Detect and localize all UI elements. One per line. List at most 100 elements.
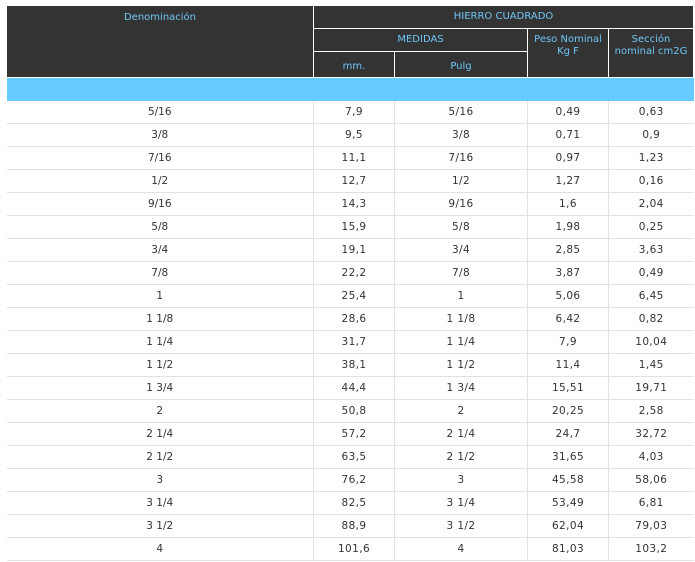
cell-pulg: 5/16 bbox=[394, 101, 528, 124]
cell-denominacion: 2 1/2 bbox=[6, 445, 314, 469]
table-row: 7/16 11,1 7/16 0,97 1,23 bbox=[6, 146, 694, 170]
cell-mm: 76,2 bbox=[313, 468, 395, 492]
table-row: 3 1/2 88,9 3 1/2 62,04 79,03 bbox=[6, 514, 694, 538]
cell-seccion: 103,2 bbox=[607, 537, 694, 561]
cell-denominacion: 5/8 bbox=[6, 215, 314, 239]
header-denominacion: Denominación bbox=[6, 5, 314, 78]
cell-peso: 1,6 bbox=[527, 192, 609, 216]
cell-mm: 11,1 bbox=[313, 146, 395, 170]
cell-seccion: 6,81 bbox=[607, 491, 694, 515]
header-separator-band bbox=[6, 77, 694, 101]
cell-peso: 6,42 bbox=[527, 307, 609, 331]
cell-peso: 0,97 bbox=[527, 146, 609, 170]
cell-peso: 11,4 bbox=[527, 353, 609, 377]
cell-pulg: 3/8 bbox=[394, 123, 528, 147]
cell-mm: 12,7 bbox=[313, 169, 395, 193]
table-row: 2 50,8 2 20,25 2,58 bbox=[6, 399, 694, 423]
cell-mm: 9,5 bbox=[313, 123, 395, 147]
cell-peso: 1,27 bbox=[527, 169, 609, 193]
cell-denominacion: 2 1/4 bbox=[6, 422, 314, 446]
cell-denominacion: 1 3/4 bbox=[6, 376, 314, 400]
header-pulg: Pulg bbox=[394, 51, 528, 78]
table-row: 1 25,4 1 5,06 6,45 bbox=[6, 284, 694, 308]
cell-seccion: 1,45 bbox=[607, 353, 694, 377]
cell-pulg: 4 bbox=[394, 537, 528, 561]
cell-peso: 1,98 bbox=[527, 215, 609, 239]
cell-peso: 15,51 bbox=[527, 376, 609, 400]
cell-denominacion: 7/8 bbox=[6, 261, 314, 285]
table-row: 4 101,6 4 81,03 103,2 bbox=[6, 537, 694, 561]
cell-denominacion: 3/8 bbox=[6, 123, 314, 147]
cell-pulg: 2 1/4 bbox=[394, 422, 528, 446]
cell-mm: 63,5 bbox=[313, 445, 395, 469]
cell-peso: 2,85 bbox=[527, 238, 609, 262]
header-mm: mm. bbox=[313, 51, 395, 78]
cell-mm: 22,2 bbox=[313, 261, 395, 285]
cell-denominacion: 1 1/4 bbox=[6, 330, 314, 354]
table-header: Denominación HIERRO CUADRADO MEDIDAS Pes… bbox=[6, 5, 695, 101]
cell-seccion: 32,72 bbox=[607, 422, 694, 446]
cell-seccion: 1,23 bbox=[607, 146, 694, 170]
cell-pulg: 3/4 bbox=[394, 238, 528, 262]
cell-mm: 7,9 bbox=[313, 101, 395, 124]
cell-mm: 28,6 bbox=[313, 307, 395, 331]
cell-mm: 25,4 bbox=[313, 284, 395, 308]
cell-peso: 62,04 bbox=[527, 514, 609, 538]
cell-mm: 14,3 bbox=[313, 192, 395, 216]
cell-peso: 45,58 bbox=[527, 468, 609, 492]
cell-peso: 81,03 bbox=[527, 537, 609, 561]
cell-denominacion: 2 bbox=[6, 399, 314, 423]
table-row: 1/2 12,7 1/2 1,27 0,16 bbox=[6, 169, 694, 193]
cell-denominacion: 1 1/2 bbox=[6, 353, 314, 377]
cell-pulg: 2 bbox=[394, 399, 528, 423]
table-row: 3 76,2 3 45,58 58,06 bbox=[6, 468, 694, 492]
cell-seccion: 6,45 bbox=[607, 284, 694, 308]
cell-peso: 0,49 bbox=[527, 101, 609, 124]
cell-peso: 0,71 bbox=[527, 123, 609, 147]
header-group: HIERRO CUADRADO bbox=[312, 5, 695, 29]
cell-mm: 57,2 bbox=[313, 422, 395, 446]
cell-pulg: 1 1/4 bbox=[394, 330, 528, 354]
header-seccion-line2: nominal cm2G bbox=[614, 46, 688, 57]
cell-denominacion: 4 bbox=[6, 537, 314, 561]
table-row: 1 1/8 28,6 1 1/8 6,42 0,82 bbox=[6, 307, 694, 331]
cell-denominacion: 3 1/4 bbox=[6, 491, 314, 515]
cell-peso: 20,25 bbox=[527, 399, 609, 423]
cell-pulg: 1 1/8 bbox=[394, 307, 528, 331]
cell-denominacion: 1 bbox=[6, 284, 314, 308]
cell-seccion: 3,63 bbox=[607, 238, 694, 262]
table-row: 7/8 22,2 7/8 3,87 0,49 bbox=[6, 261, 694, 285]
header-peso-line2: Kg F bbox=[557, 46, 579, 57]
cell-pulg: 2 1/2 bbox=[394, 445, 528, 469]
cell-mm: 88,9 bbox=[313, 514, 395, 538]
table-row: 2 1/2 63,5 2 1/2 31,65 4,03 bbox=[6, 445, 694, 469]
header-peso: Peso Nominal Kg F bbox=[527, 28, 609, 78]
cell-pulg: 1/2 bbox=[394, 169, 528, 193]
cell-pulg: 1 bbox=[394, 284, 528, 308]
table-row: 2 1/4 57,2 2 1/4 24,7 32,72 bbox=[6, 422, 694, 446]
cell-denominacion: 9/16 bbox=[6, 192, 314, 216]
table-row: 3 1/4 82,5 3 1/4 53,49 6,81 bbox=[6, 491, 694, 515]
cell-seccion: 79,03 bbox=[607, 514, 694, 538]
cell-pulg: 9/16 bbox=[394, 192, 528, 216]
table-row: 1 3/4 44,4 1 3/4 15,51 19,71 bbox=[6, 376, 694, 400]
table-row: 9/16 14,3 9/16 1,6 2,04 bbox=[6, 192, 694, 216]
table-body: 5/16 7,9 5/16 0,49 0,63 3/8 9,5 3/8 0,71 0,9 7/16 1… bbox=[6, 101, 694, 561]
cell-pulg: 1 1/2 bbox=[394, 353, 528, 377]
cell-pulg: 3 bbox=[394, 468, 528, 492]
cell-peso: 31,65 bbox=[527, 445, 609, 469]
cell-denominacion: 3 1/2 bbox=[6, 514, 314, 538]
cell-peso: 53,49 bbox=[527, 491, 609, 515]
table-row: 3/8 9,5 3/8 0,71 0,9 bbox=[6, 123, 694, 147]
cell-mm: 15,9 bbox=[313, 215, 395, 239]
cell-mm: 50,8 bbox=[313, 399, 395, 423]
cell-mm: 31,7 bbox=[313, 330, 395, 354]
cell-peso: 24,7 bbox=[527, 422, 609, 446]
cell-mm: 44,4 bbox=[313, 376, 395, 400]
cell-mm: 82,5 bbox=[313, 491, 395, 515]
cell-pulg: 5/8 bbox=[394, 215, 528, 239]
cell-pulg: 7/16 bbox=[394, 146, 528, 170]
cell-peso: 3,87 bbox=[527, 261, 609, 285]
cell-seccion: 19,71 bbox=[607, 376, 694, 400]
cell-mm: 19,1 bbox=[313, 238, 395, 262]
